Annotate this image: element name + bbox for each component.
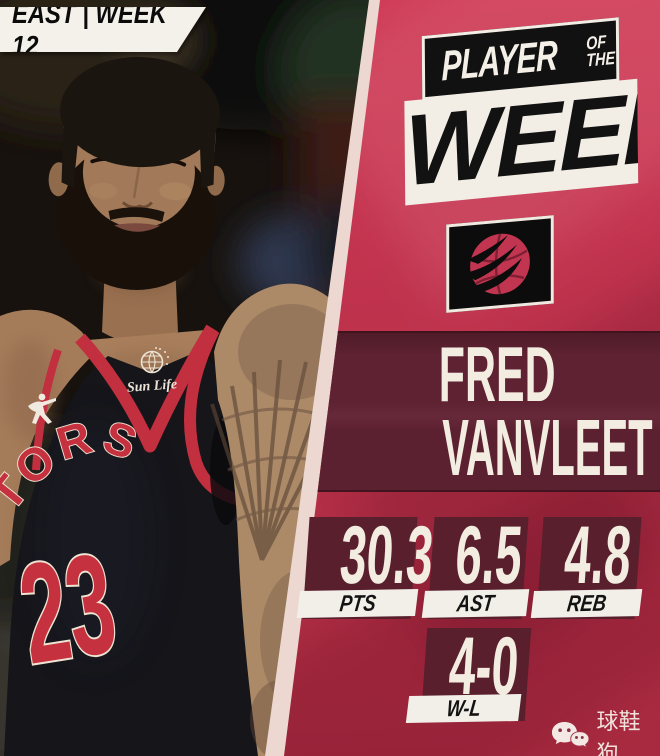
player-last-name: VANVLEET: [442, 403, 653, 492]
lips: [114, 223, 161, 232]
stat-assists: 6.5 AST: [421, 510, 530, 619]
jersey-left-armhole-trim: [32, 348, 62, 471]
stat-assists-label-banner: AST: [421, 589, 530, 618]
wechat-icon: [551, 722, 590, 749]
award-word-player: PLAYER: [441, 31, 558, 90]
player-first-name: FRED: [438, 330, 556, 418]
name-band: [284, 331, 660, 492]
sponsor-patch: Sun Life: [126, 347, 178, 396]
award-badge-week: WEEK: [404, 78, 639, 206]
conference-week-banner: EAST | WEEK 12: [0, 7, 206, 52]
mustache: [108, 207, 165, 222]
record-win-loss: 4-0 W-L: [405, 621, 532, 723]
raptors-claw-basketball-icon: [465, 233, 530, 295]
sponsor-text: Sun Life: [126, 377, 177, 395]
stat-rebounds-label-banner: REB: [530, 589, 643, 618]
record-label-banner: W-L: [405, 694, 522, 723]
player-head: [48, 56, 225, 290]
conference-week-label: EAST | WEEK 12: [12, 0, 167, 61]
stat-rebounds: 4.8 REB: [530, 510, 643, 619]
stat-points-label-banner: PTS: [296, 588, 419, 619]
watermark: 球鞋狗: [551, 704, 660, 756]
watermark-text: 球鞋狗: [596, 709, 641, 756]
award-badge: PLAYER OF THE WEEK: [404, 15, 639, 206]
jersey-neckline-trim: [75, 324, 218, 453]
jumpman-icon: [28, 393, 56, 424]
team-logo-badge: [446, 215, 554, 313]
stat-points: 30.3 PTS: [296, 510, 436, 619]
award-word-the: THE: [586, 47, 616, 71]
award-word-week: WEEK: [404, 78, 639, 206]
hair: [60, 56, 220, 168]
